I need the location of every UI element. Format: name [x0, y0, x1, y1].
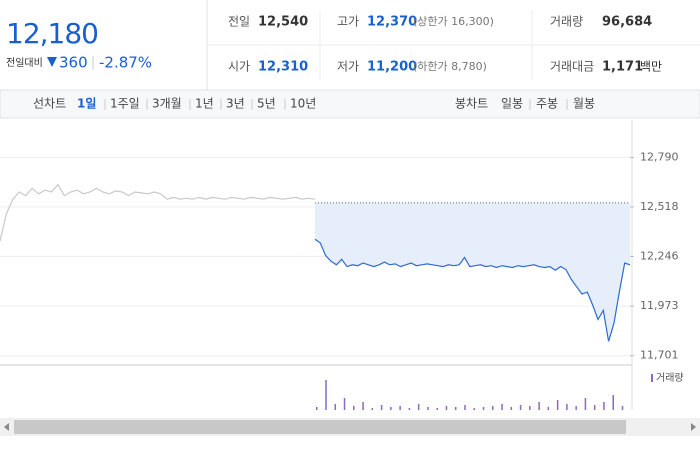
- stat-value: 12,310: [258, 60, 308, 75]
- volume-bar: [436, 408, 438, 410]
- period-tab[interactable]: 3개월: [152, 97, 182, 111]
- volume-bar: [371, 408, 374, 410]
- volume-bar: [501, 404, 503, 410]
- legend-swatch: [651, 374, 653, 382]
- stat-label: 저가: [337, 60, 359, 74]
- volume-bar: [390, 407, 392, 410]
- reference-area: [315, 202, 630, 342]
- volume-bar: [566, 404, 568, 410]
- stat-label: 고가: [337, 15, 359, 29]
- change-label: 전일대비: [6, 57, 43, 69]
- volume-bar: [621, 406, 624, 410]
- volume-bar: [547, 407, 550, 410]
- y-tick-label: 12,246: [640, 249, 679, 262]
- stat-value: 1,171: [602, 60, 643, 75]
- volume-bar: [427, 407, 429, 410]
- y-tick-label: 11,973: [640, 299, 679, 312]
- stat-value: 12,540: [258, 15, 308, 30]
- volume-bar: [482, 407, 485, 410]
- price-line: [314, 238, 631, 342]
- volume-bar: [556, 400, 559, 410]
- stat-value: 12,370: [367, 15, 417, 30]
- volume-bar: [473, 408, 475, 410]
- volume-bar: [612, 395, 614, 410]
- volume-bar: [316, 407, 318, 410]
- volume-bar: [417, 404, 420, 410]
- volume-bar: [343, 398, 346, 410]
- candle-tab[interactable]: 월봉: [573, 97, 595, 111]
- volume-bar: [464, 405, 466, 410]
- y-tick-label: 11,701: [640, 349, 679, 362]
- tab-label: 선차트: [33, 97, 66, 111]
- volume-bar: [353, 406, 355, 410]
- scrollbar-thumb[interactable]: [14, 420, 626, 434]
- price-line: [0, 183, 316, 242]
- change-pct: -2.87%: [99, 54, 152, 72]
- volume-bar: [538, 402, 540, 410]
- price: 12,180: [6, 17, 98, 50]
- stat-label: 거래량: [550, 15, 583, 29]
- stat-value: 96,684: [602, 15, 652, 30]
- volume-bar: [399, 406, 401, 410]
- volume-bar: [362, 402, 364, 410]
- stat-note: (상한가 16,300): [413, 15, 494, 28]
- volume-bar: [603, 402, 605, 410]
- candle-tab[interactable]: 주봉: [536, 97, 558, 111]
- stat-label: 시가: [228, 60, 250, 74]
- period-tab[interactable]: 1일: [77, 97, 96, 111]
- volume-bar: [529, 406, 531, 410]
- volume-bar: [584, 398, 587, 410]
- legend-label: 거래량: [656, 372, 684, 384]
- period-tab[interactable]: 3년: [226, 97, 245, 111]
- period-tab[interactable]: 5년: [257, 97, 276, 111]
- y-tick-label: 12,790: [640, 150, 679, 163]
- period-tab[interactable]: 1년: [195, 97, 214, 111]
- stat-unit: 백만: [640, 60, 662, 74]
- tab-label: 봉차트: [455, 97, 488, 111]
- volume-bar: [519, 405, 522, 410]
- volume-bar: [408, 408, 411, 410]
- volume-bar: [334, 404, 337, 410]
- y-tick-label: 12,518: [640, 200, 679, 213]
- volume-bar: [454, 407, 457, 410]
- tab-bar: [0, 89, 700, 119]
- down-icon: [47, 57, 57, 67]
- stat-label: 거래대금: [550, 60, 594, 74]
- volume-bar: [492, 406, 494, 410]
- scroll-right[interactable]: [691, 423, 696, 431]
- volume-bar: [445, 406, 448, 410]
- volume-bar: [575, 406, 577, 410]
- period-tab[interactable]: 1주일: [110, 97, 140, 111]
- volume-bar: [380, 405, 383, 410]
- volume-bar: [510, 407, 513, 410]
- period-tab[interactable]: 10년: [290, 97, 316, 111]
- stat-note: (하한가 8,780): [413, 59, 487, 73]
- volume-bar: [593, 405, 596, 410]
- stat-value: 11,200: [367, 60, 417, 75]
- scroll-left[interactable]: [4, 423, 9, 431]
- change: 360: [59, 54, 88, 72]
- volume-bar: [325, 380, 327, 410]
- candle-tab[interactable]: 일봉: [501, 97, 523, 111]
- stat-label: 전일: [228, 15, 250, 29]
